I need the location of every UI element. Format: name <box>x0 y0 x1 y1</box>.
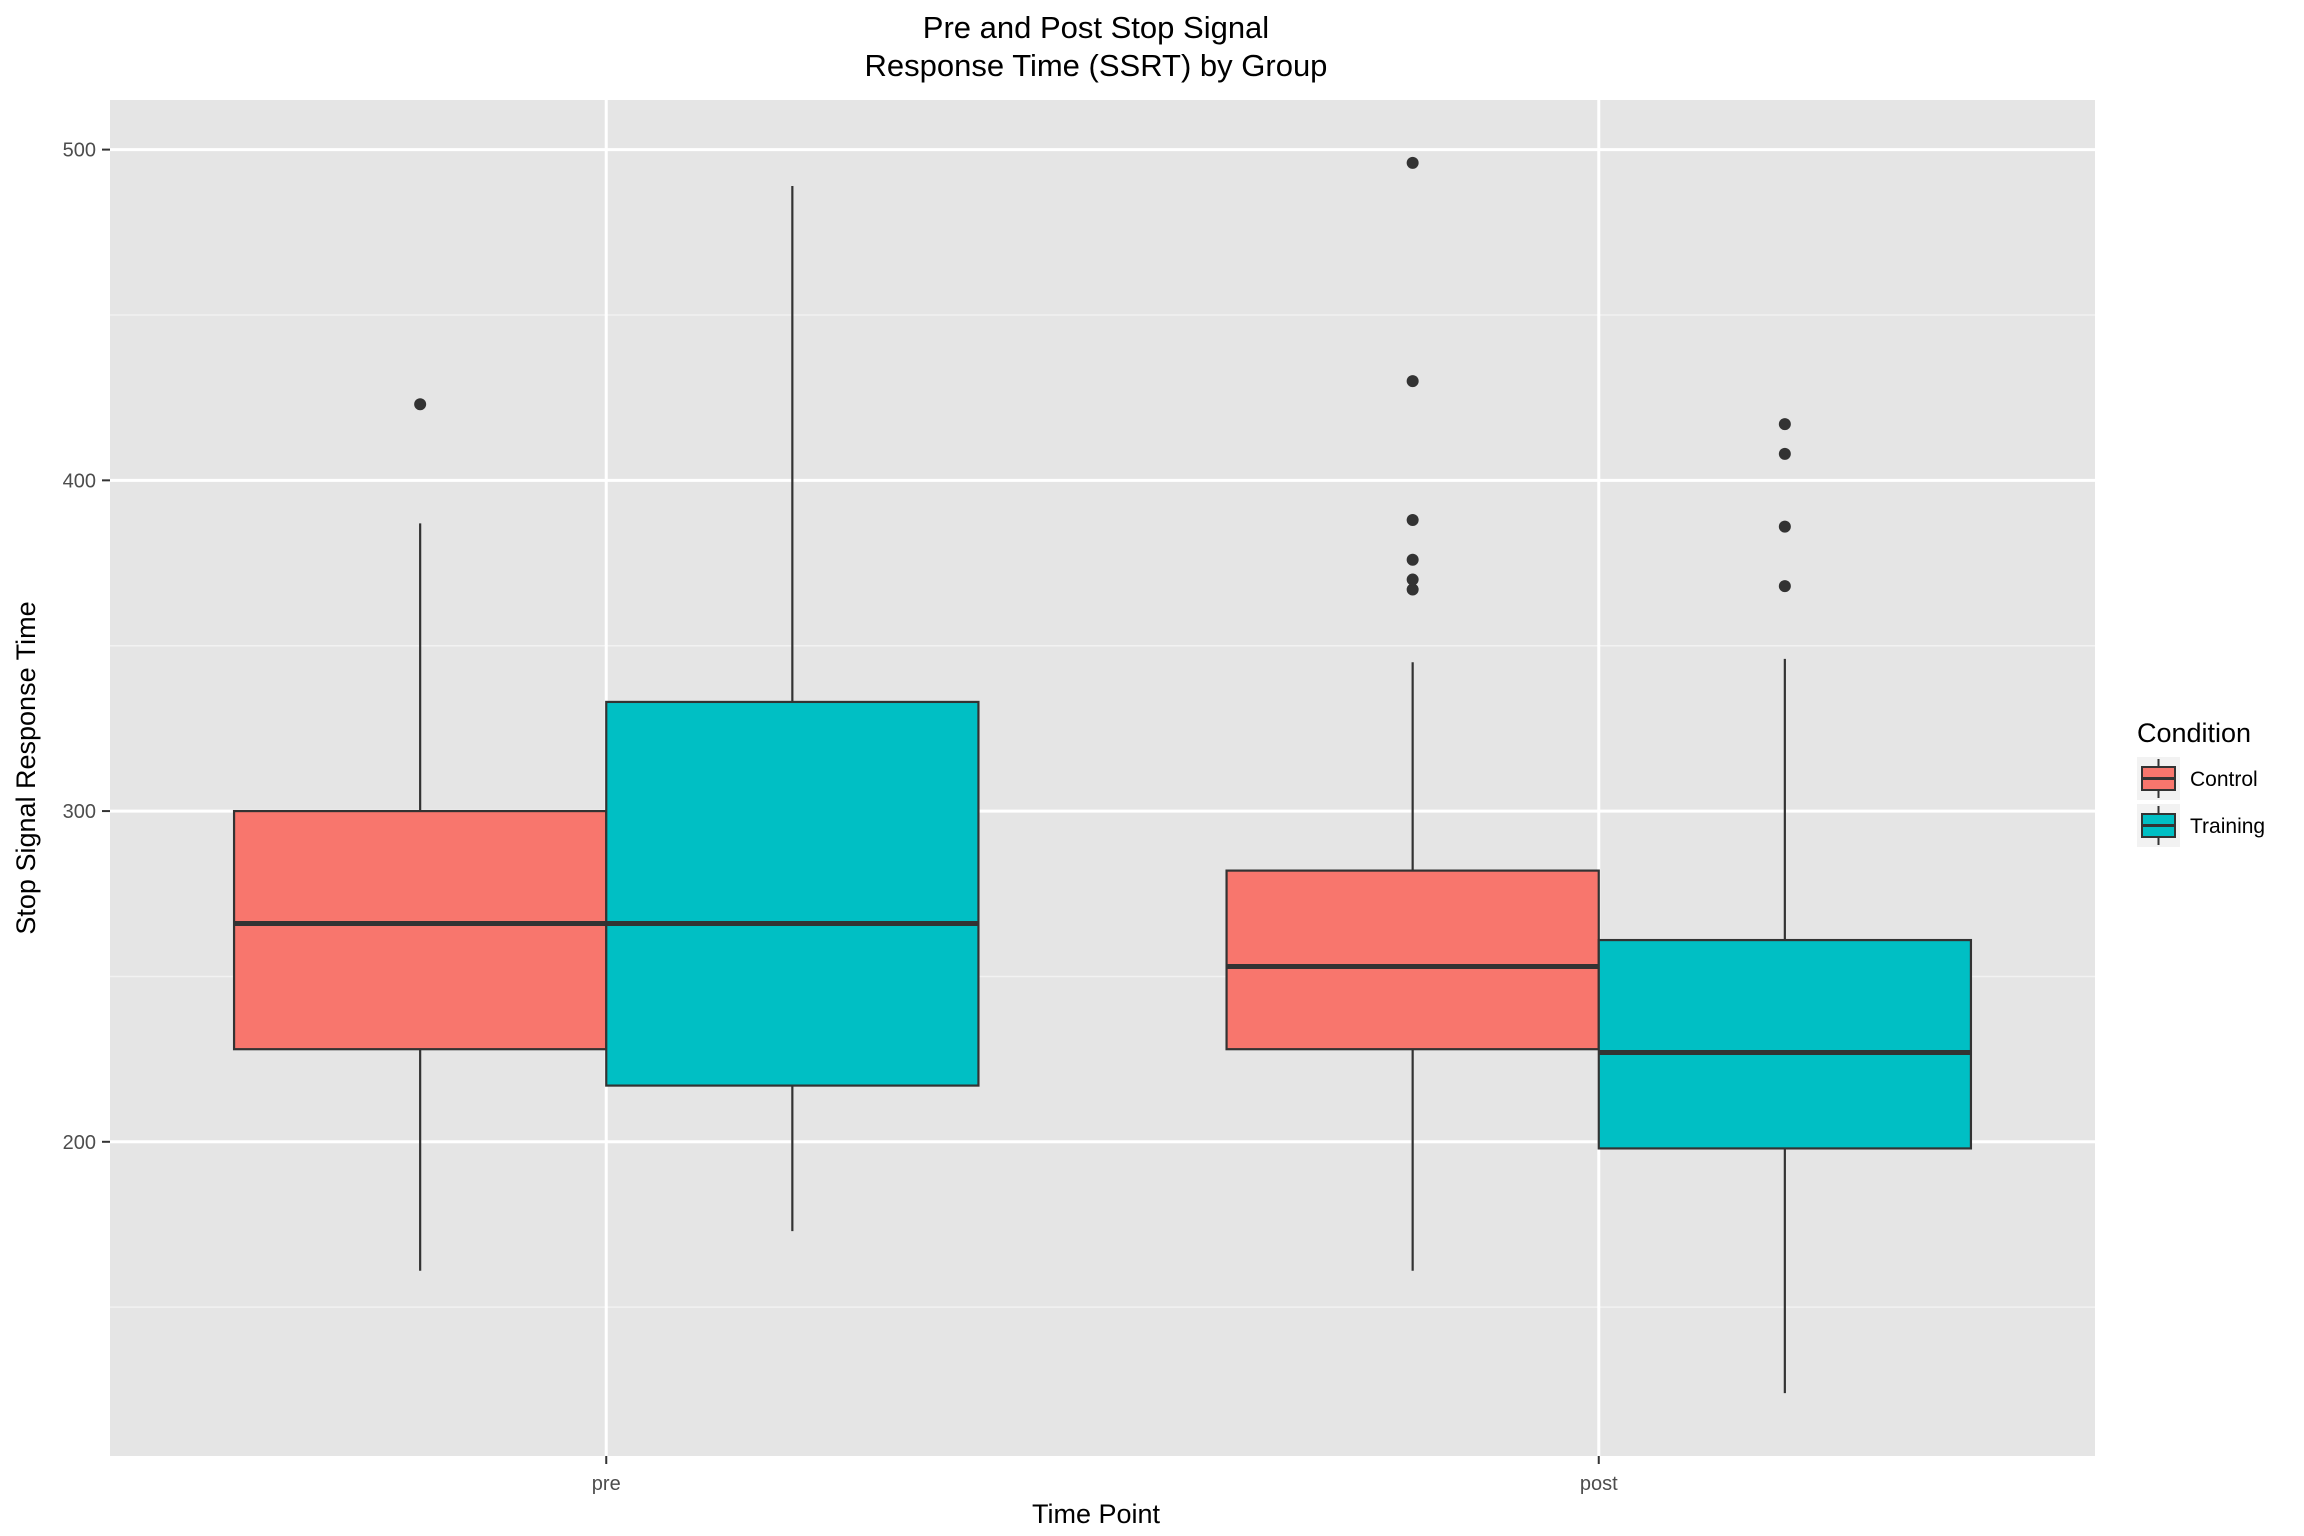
iqr-box <box>1225 869 1600 1051</box>
chart-title-line-1: Pre and Post Stop Signal <box>923 10 1269 45</box>
y-tick-label: 200 <box>63 1132 96 1154</box>
x-axis-ticks: pre post <box>592 1456 1618 1495</box>
y-tick-label: 300 <box>63 801 96 823</box>
legend: Condition Control Training <box>2137 718 2265 847</box>
outlier-point <box>1406 514 1419 527</box>
box-control-pre <box>232 398 608 1271</box>
legend-item-training: Training <box>2137 804 2265 847</box>
outlier-point <box>1778 580 1791 593</box>
x-tick-label: post <box>1580 1473 1618 1495</box>
y-axis-ticks: 200 300 400 500 <box>63 140 110 1154</box>
y-tick-label: 400 <box>63 470 96 492</box>
x-tick-label: pre <box>592 1473 621 1495</box>
box-training-post <box>1597 418 1973 1394</box>
legend-title: Condition <box>2137 718 2251 748</box>
chart-title-line-2: Response Time (SSRT) by Group <box>865 48 1328 83</box>
outlier-point <box>1406 156 1419 169</box>
outlier-point <box>1406 573 1419 586</box>
y-tick-label: 500 <box>63 140 96 162</box>
iqr-box <box>1597 938 1973 1150</box>
outlier-point <box>1406 375 1419 388</box>
box-training-pre <box>605 185 980 1232</box>
outlier-point <box>1778 447 1791 460</box>
plot-panel <box>110 100 2095 1456</box>
x-axis-title: Time Point <box>1032 1499 1161 1529</box>
panel-background <box>110 100 2095 1456</box>
outlier-point <box>1778 520 1791 533</box>
legend-label: Training <box>2190 815 2265 838</box>
outlier-point <box>1778 418 1791 431</box>
plot-marks <box>232 156 1973 1394</box>
legend-label: Control <box>2190 768 2258 791</box>
outlier-point <box>1406 583 1419 596</box>
outlier-point <box>1406 553 1419 566</box>
iqr-box <box>232 809 608 1051</box>
legend-item-control: Control <box>2137 757 2258 800</box>
outlier-point <box>414 398 427 411</box>
y-axis-title: Stop Signal Response Time <box>11 601 41 934</box>
iqr-box <box>605 700 980 1087</box>
